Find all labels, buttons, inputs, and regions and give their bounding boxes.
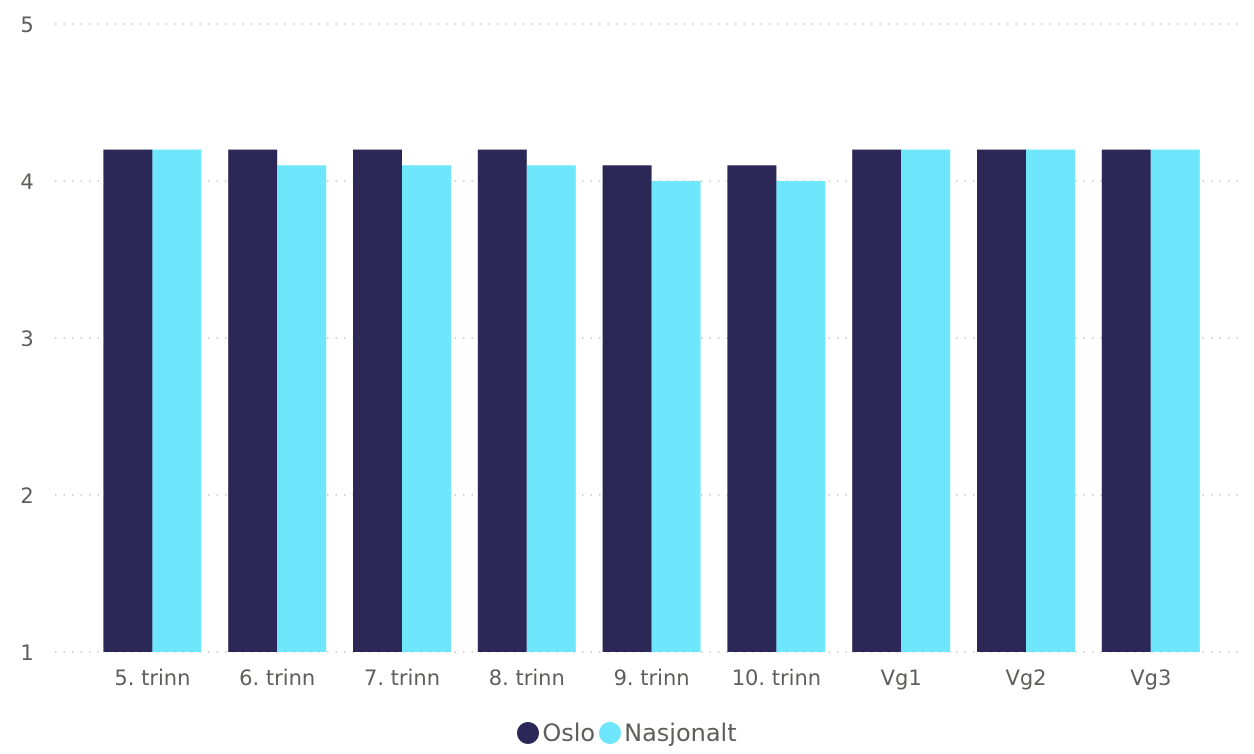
legend: Oslo Nasjonalt — [0, 719, 1254, 747]
bar-nasjonalt-6[interactable] — [901, 149, 951, 652]
bar-nasjonalt-4[interactable] — [651, 181, 701, 652]
x-tick-label: Vg1 — [881, 666, 922, 690]
legend-marker-oslo — [517, 722, 540, 744]
y-tick-label: 3 — [20, 327, 33, 351]
bar-nasjonalt-5[interactable] — [776, 181, 826, 652]
y-axis-ticks: 1 2 3 4 5 — [20, 13, 33, 665]
bar-oslo-5[interactable] — [727, 165, 777, 653]
y-tick-label: 1 — [20, 641, 33, 665]
bar-chart: 1 2 3 4 5 5. trinn 6. trinn 7. trinn 8. trinn 9.… — [20, 13, 1240, 690]
legend-item-nasjonalt[interactable]: Nasjonalt — [599, 719, 737, 747]
x-tick-label: 8. trinn — [489, 666, 565, 690]
bar-oslo-7[interactable] — [977, 149, 1026, 652]
x-tick-label: Vg3 — [1130, 666, 1171, 690]
x-tick-label: 10. trinn — [732, 666, 821, 690]
bar-nasjonalt-3[interactable] — [526, 165, 576, 653]
bar-oslo-8[interactable] — [1101, 149, 1151, 652]
x-tick-label: 7. trinn — [364, 666, 440, 690]
y-tick-label: 5 — [20, 13, 33, 37]
legend-label-nasjonalt: Nasjonalt — [624, 719, 737, 747]
legend-marker-nasjonalt — [599, 722, 622, 744]
bars — [103, 149, 1200, 653]
bar-oslo-3[interactable] — [477, 149, 527, 652]
bar-oslo-6[interactable] — [852, 149, 902, 652]
bar-nasjonalt-2[interactable] — [402, 165, 451, 653]
y-tick-label: 2 — [20, 484, 33, 508]
bar-oslo-2[interactable] — [353, 149, 402, 652]
y-tick-label: 4 — [20, 170, 33, 194]
bar-nasjonalt-1[interactable] — [277, 165, 327, 653]
x-tick-label: 6. trinn — [239, 666, 315, 690]
x-tick-label: Vg2 — [1005, 666, 1046, 690]
x-tick-label: 9. trinn — [614, 666, 690, 690]
legend-item-oslo[interactable]: Oslo — [517, 719, 595, 747]
legend-label-oslo: Oslo — [542, 719, 596, 747]
bar-oslo-1[interactable] — [228, 149, 278, 652]
bar-nasjonalt-8[interactable] — [1150, 149, 1200, 652]
bar-nasjonalt-0[interactable] — [152, 149, 202, 652]
bar-nasjonalt-7[interactable] — [1026, 149, 1075, 652]
bar-oslo-4[interactable] — [602, 165, 652, 653]
x-tick-label: 5. trinn — [114, 666, 190, 690]
bar-oslo-0[interactable] — [103, 149, 153, 652]
x-axis-ticks: 5. trinn 6. trinn 7. trinn 8. trinn 9. trinn… — [114, 666, 1171, 690]
